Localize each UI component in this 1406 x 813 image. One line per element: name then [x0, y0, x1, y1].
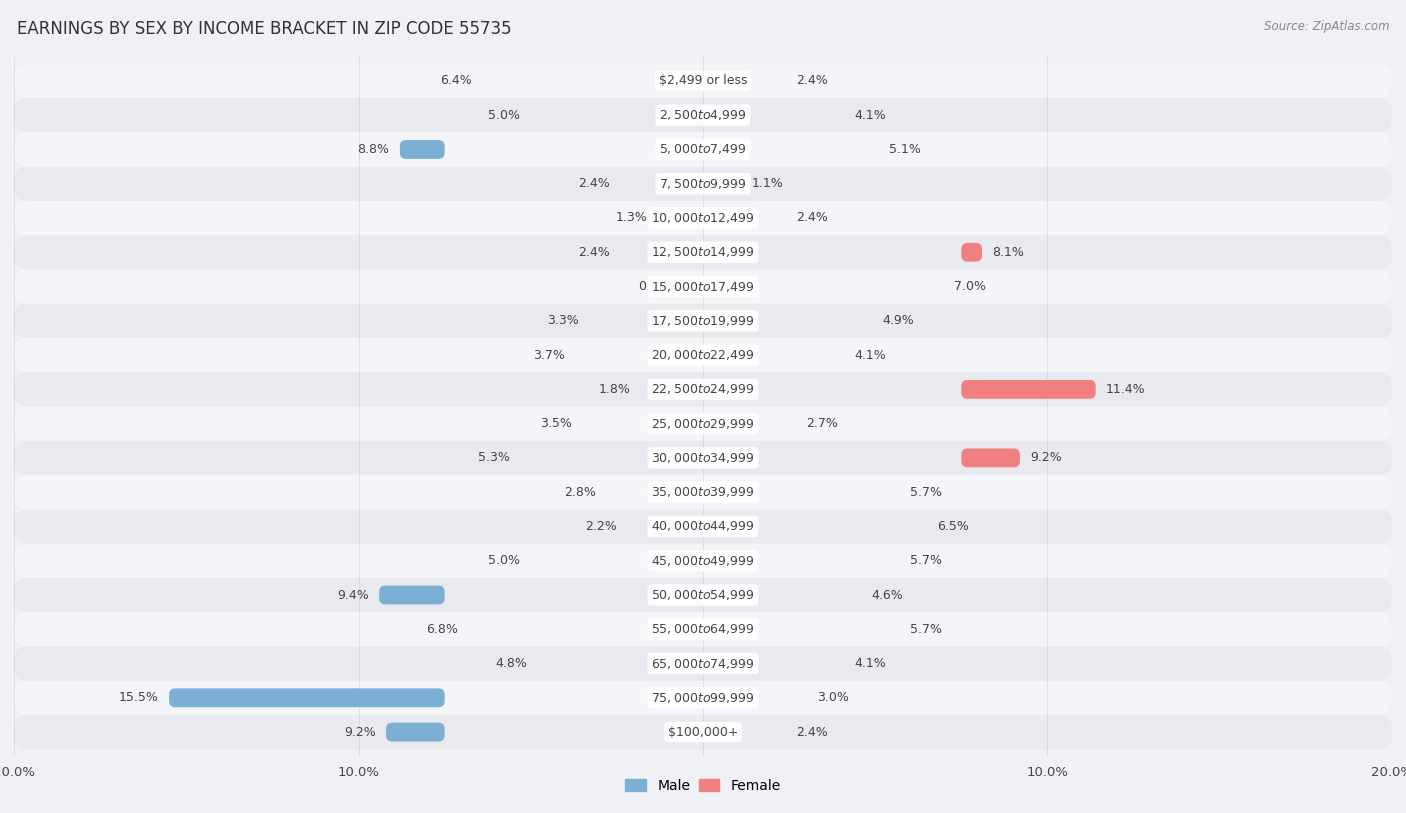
Text: 5.0%: 5.0% [488, 109, 520, 122]
FancyBboxPatch shape [14, 235, 1392, 269]
Text: EARNINGS BY SEX BY INCOME BRACKET IN ZIP CODE 55735: EARNINGS BY SEX BY INCOME BRACKET IN ZIP… [17, 20, 512, 38]
Text: 4.9%: 4.9% [882, 315, 914, 328]
Text: $2,499 or less: $2,499 or less [659, 75, 747, 88]
Text: 4.1%: 4.1% [855, 657, 886, 670]
FancyBboxPatch shape [962, 380, 1095, 399]
FancyBboxPatch shape [14, 475, 1392, 509]
Text: 8.8%: 8.8% [357, 143, 389, 156]
Text: 4.1%: 4.1% [855, 109, 886, 122]
Text: 9.4%: 9.4% [337, 589, 368, 602]
FancyBboxPatch shape [962, 243, 981, 262]
Text: 6.4%: 6.4% [440, 75, 472, 88]
Text: 1.8%: 1.8% [599, 383, 631, 396]
Text: 6.8%: 6.8% [426, 623, 458, 636]
FancyBboxPatch shape [387, 723, 444, 741]
Text: 4.8%: 4.8% [495, 657, 527, 670]
FancyBboxPatch shape [14, 509, 1392, 544]
FancyBboxPatch shape [14, 133, 1392, 167]
Text: 3.3%: 3.3% [547, 315, 579, 328]
FancyBboxPatch shape [399, 140, 444, 159]
Text: 2.4%: 2.4% [578, 246, 610, 259]
FancyBboxPatch shape [14, 63, 1392, 98]
Text: 15.5%: 15.5% [120, 691, 159, 704]
Text: $17,500 to $19,999: $17,500 to $19,999 [651, 314, 755, 328]
Text: $10,000 to $12,499: $10,000 to $12,499 [651, 211, 755, 225]
Legend: Male, Female: Male, Female [620, 773, 786, 798]
Text: 2.8%: 2.8% [564, 485, 596, 498]
Text: $50,000 to $54,999: $50,000 to $54,999 [651, 588, 755, 602]
Text: $15,000 to $17,499: $15,000 to $17,499 [651, 280, 755, 293]
FancyBboxPatch shape [14, 304, 1392, 338]
Text: $12,500 to $14,999: $12,500 to $14,999 [651, 246, 755, 259]
FancyBboxPatch shape [14, 167, 1392, 201]
Text: 4.1%: 4.1% [855, 349, 886, 362]
Text: $5,000 to $7,499: $5,000 to $7,499 [659, 142, 747, 156]
Text: 9.2%: 9.2% [1031, 451, 1062, 464]
Text: 3.0%: 3.0% [817, 691, 849, 704]
Text: Source: ZipAtlas.com: Source: ZipAtlas.com [1264, 20, 1389, 33]
Text: 0.44%: 0.44% [638, 280, 678, 293]
FancyBboxPatch shape [14, 372, 1392, 406]
Text: $65,000 to $74,999: $65,000 to $74,999 [651, 657, 755, 671]
Text: $100,000+: $100,000+ [668, 725, 738, 738]
Text: 8.1%: 8.1% [993, 246, 1024, 259]
Text: 5.1%: 5.1% [889, 143, 921, 156]
Text: 1.1%: 1.1% [751, 177, 783, 190]
Text: 2.4%: 2.4% [796, 211, 828, 224]
FancyBboxPatch shape [14, 715, 1392, 750]
Text: 3.5%: 3.5% [540, 417, 572, 430]
Text: 1.3%: 1.3% [616, 211, 648, 224]
Text: 2.4%: 2.4% [578, 177, 610, 190]
Text: 6.5%: 6.5% [938, 520, 969, 533]
Text: 7.0%: 7.0% [955, 280, 987, 293]
FancyBboxPatch shape [14, 680, 1392, 715]
Text: $40,000 to $44,999: $40,000 to $44,999 [651, 520, 755, 533]
Text: 5.7%: 5.7% [910, 485, 942, 498]
Text: 9.2%: 9.2% [344, 725, 375, 738]
FancyBboxPatch shape [14, 612, 1392, 646]
Text: $7,500 to $9,999: $7,500 to $9,999 [659, 176, 747, 191]
FancyBboxPatch shape [14, 578, 1392, 612]
FancyBboxPatch shape [380, 585, 444, 604]
FancyBboxPatch shape [14, 98, 1392, 133]
Text: 2.7%: 2.7% [807, 417, 838, 430]
Text: $22,500 to $24,999: $22,500 to $24,999 [651, 382, 755, 397]
FancyBboxPatch shape [14, 269, 1392, 304]
Text: $55,000 to $64,999: $55,000 to $64,999 [651, 622, 755, 637]
Text: 2.4%: 2.4% [796, 725, 828, 738]
FancyBboxPatch shape [14, 646, 1392, 680]
FancyBboxPatch shape [14, 544, 1392, 578]
FancyBboxPatch shape [14, 406, 1392, 441]
FancyBboxPatch shape [14, 201, 1392, 235]
Text: 11.4%: 11.4% [1107, 383, 1146, 396]
Text: $75,000 to $99,999: $75,000 to $99,999 [651, 691, 755, 705]
Text: 5.3%: 5.3% [478, 451, 510, 464]
FancyBboxPatch shape [962, 449, 1019, 467]
Text: 5.0%: 5.0% [488, 554, 520, 567]
Text: $25,000 to $29,999: $25,000 to $29,999 [651, 416, 755, 431]
Text: 3.7%: 3.7% [533, 349, 565, 362]
Text: 5.7%: 5.7% [910, 554, 942, 567]
FancyBboxPatch shape [169, 689, 444, 707]
Text: $2,500 to $4,999: $2,500 to $4,999 [659, 108, 747, 122]
Text: 2.2%: 2.2% [585, 520, 617, 533]
Text: $30,000 to $34,999: $30,000 to $34,999 [651, 451, 755, 465]
Text: $35,000 to $39,999: $35,000 to $39,999 [651, 485, 755, 499]
FancyBboxPatch shape [14, 338, 1392, 372]
Text: 4.6%: 4.6% [872, 589, 904, 602]
Text: $45,000 to $49,999: $45,000 to $49,999 [651, 554, 755, 567]
Text: 5.7%: 5.7% [910, 623, 942, 636]
FancyBboxPatch shape [14, 441, 1392, 475]
Text: 2.4%: 2.4% [796, 75, 828, 88]
Text: $20,000 to $22,499: $20,000 to $22,499 [651, 348, 755, 362]
